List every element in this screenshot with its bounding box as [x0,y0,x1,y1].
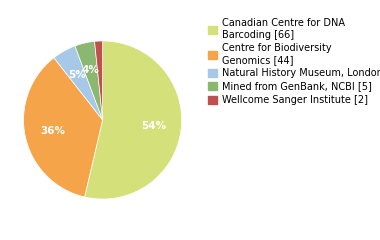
Legend: Canadian Centre for DNA
Barcoding [66], Centre for Biodiversity
Genomics [44], N: Canadian Centre for DNA Barcoding [66], … [206,16,380,107]
Wedge shape [75,41,103,120]
Wedge shape [54,46,103,120]
Text: 4%: 4% [82,65,100,75]
Wedge shape [24,58,103,197]
Text: 5%: 5% [69,70,86,80]
Wedge shape [95,41,103,120]
Text: 54%: 54% [141,121,166,131]
Text: 36%: 36% [40,126,65,136]
Wedge shape [85,41,182,199]
